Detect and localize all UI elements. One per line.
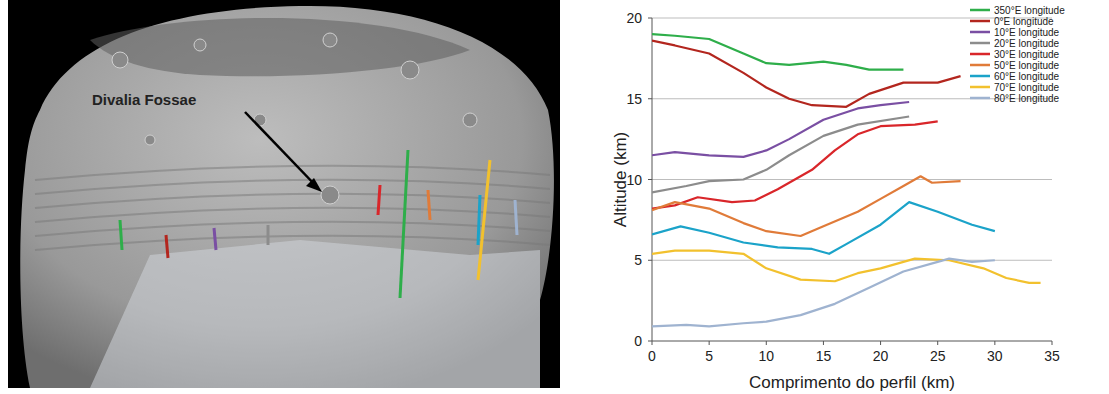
x-tick: [709, 341, 710, 345]
legend-swatch: [970, 20, 990, 23]
x-tick-label: 30: [987, 348, 1003, 364]
x-tick-label: 20: [873, 348, 889, 364]
crater: [145, 135, 155, 145]
annotation: Divalia Fossae: [92, 91, 196, 108]
y-tick-label: 15: [626, 91, 642, 107]
grid-line: [652, 179, 1052, 180]
y-tick-label: 20: [626, 10, 642, 26]
grid-line: [652, 98, 1052, 99]
x-tick-label: 35: [1044, 348, 1060, 364]
profile-track: [214, 228, 216, 250]
y-axis-label: Altitude (km): [611, 132, 630, 227]
chart: 0510152005101520253035Comprimento do per…: [611, 5, 1065, 393]
y-tick: [648, 341, 652, 342]
legend-label: 20°E longitude: [994, 38, 1060, 49]
x-tick: [652, 341, 653, 345]
profile-track: [120, 220, 122, 250]
y-tick-label: 0: [634, 333, 642, 349]
series-group: [652, 34, 1041, 326]
background: [0, 0, 1109, 394]
series-line: [652, 121, 938, 208]
image-panel: Divalia Fossae: [8, 0, 560, 388]
legend-label: 70°E longitude: [994, 82, 1060, 93]
series-line: [652, 202, 995, 254]
legend-swatch: [970, 31, 990, 34]
series-line: [652, 117, 909, 193]
series-line: [652, 251, 1041, 283]
trough: [35, 222, 550, 236]
profile-track: [515, 200, 517, 235]
legend-label: 50°E longitude: [994, 60, 1060, 71]
crater: [321, 186, 339, 204]
arrow-head: [306, 178, 322, 192]
profile-track: [428, 190, 430, 220]
crater: [194, 39, 206, 51]
x-tick-label: 5: [705, 348, 713, 364]
legend-label: 0°E longitude: [994, 16, 1054, 27]
profile-track: [267, 225, 270, 245]
profile-track: [378, 185, 380, 215]
y-tick: [648, 18, 652, 19]
x-tick: [1052, 341, 1053, 345]
trough: [35, 180, 550, 194]
legend-label: 30°E longitude: [994, 49, 1060, 60]
x-tick: [880, 341, 881, 345]
legend-swatch: [970, 86, 990, 89]
profile-track: [166, 235, 168, 258]
legend-label: 350°E longitude: [994, 5, 1065, 16]
trough: [35, 236, 550, 250]
legend-swatch: [970, 64, 990, 67]
crater: [112, 52, 128, 68]
x-tick: [937, 341, 938, 345]
profile-track: [400, 150, 408, 298]
trough: [35, 208, 550, 222]
legend-label: 80°E longitude: [994, 93, 1060, 104]
x-tick-label: 10: [758, 348, 774, 364]
legend-swatch: [970, 42, 990, 45]
y-axis: [652, 18, 653, 341]
x-tick: [823, 341, 824, 345]
x-tick: [994, 341, 995, 345]
asteroid: [20, 6, 554, 388]
image-background: [8, 0, 560, 388]
x-tick: [766, 341, 767, 345]
arrow: [245, 112, 318, 188]
grid-line: [652, 18, 1052, 19]
crater: [323, 33, 337, 47]
profile-track: [478, 195, 480, 245]
series-line: [652, 41, 961, 107]
legend-swatch: [970, 53, 990, 56]
x-tick-label: 0: [648, 348, 656, 364]
profile-track: [478, 160, 490, 280]
crater: [401, 61, 419, 79]
trough: [35, 166, 550, 180]
legend-swatch: [970, 75, 990, 78]
trough: [35, 194, 550, 208]
legend-label: 10°E longitude: [994, 27, 1060, 38]
y-tick-label: 5: [634, 252, 642, 268]
x-axis: [652, 341, 1052, 342]
y-tick: [648, 260, 652, 261]
series-line: [652, 34, 903, 70]
legend: 350°E longitude0°E longitude10°E longitu…: [970, 5, 1065, 104]
x-tick-label: 25: [930, 348, 946, 364]
y-tick: [648, 179, 652, 180]
mosaic-region: [90, 240, 540, 388]
y-tick: [648, 98, 652, 99]
x-axis-label: Comprimento do perfil (km): [749, 373, 955, 392]
figure: Divalia Fossae0510152005101520253035Comp…: [0, 0, 1109, 394]
legend-swatch: [970, 9, 990, 12]
legend-label: 60°E longitude: [994, 71, 1060, 82]
series-line: [652, 176, 961, 236]
crater: [463, 113, 477, 127]
series-line: [652, 259, 995, 327]
legend-swatch: [970, 97, 990, 100]
x-tick-label: 15: [816, 348, 832, 364]
